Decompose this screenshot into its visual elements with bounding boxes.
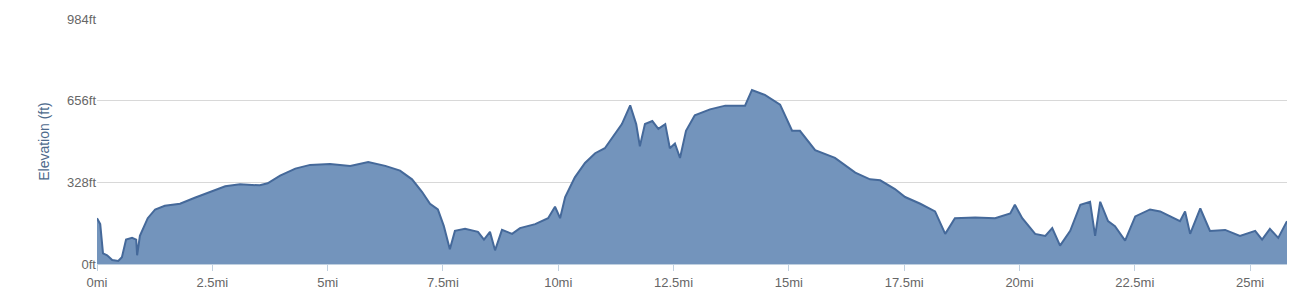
svg-text:20mi: 20mi [1005, 275, 1033, 290]
svg-text:2.5mi: 2.5mi [196, 275, 228, 290]
svg-text:15mi: 15mi [775, 275, 803, 290]
svg-text:0mi: 0mi [87, 275, 108, 290]
svg-text:5mi: 5mi [317, 275, 338, 290]
svg-text:10mi: 10mi [544, 275, 572, 290]
svg-text:656ft: 656ft [67, 93, 96, 108]
svg-text:17.5mi: 17.5mi [885, 275, 924, 290]
svg-text:22.5mi: 22.5mi [1115, 275, 1154, 290]
svg-text:328ft: 328ft [67, 175, 96, 190]
svg-text:12.5mi: 12.5mi [654, 275, 693, 290]
svg-text:25mi: 25mi [1236, 275, 1264, 290]
svg-text:Elevation (ft): Elevation (ft) [36, 102, 52, 181]
svg-text:0ft: 0ft [82, 257, 97, 272]
svg-text:984ft: 984ft [67, 12, 96, 27]
svg-text:7.5mi: 7.5mi [427, 275, 459, 290]
